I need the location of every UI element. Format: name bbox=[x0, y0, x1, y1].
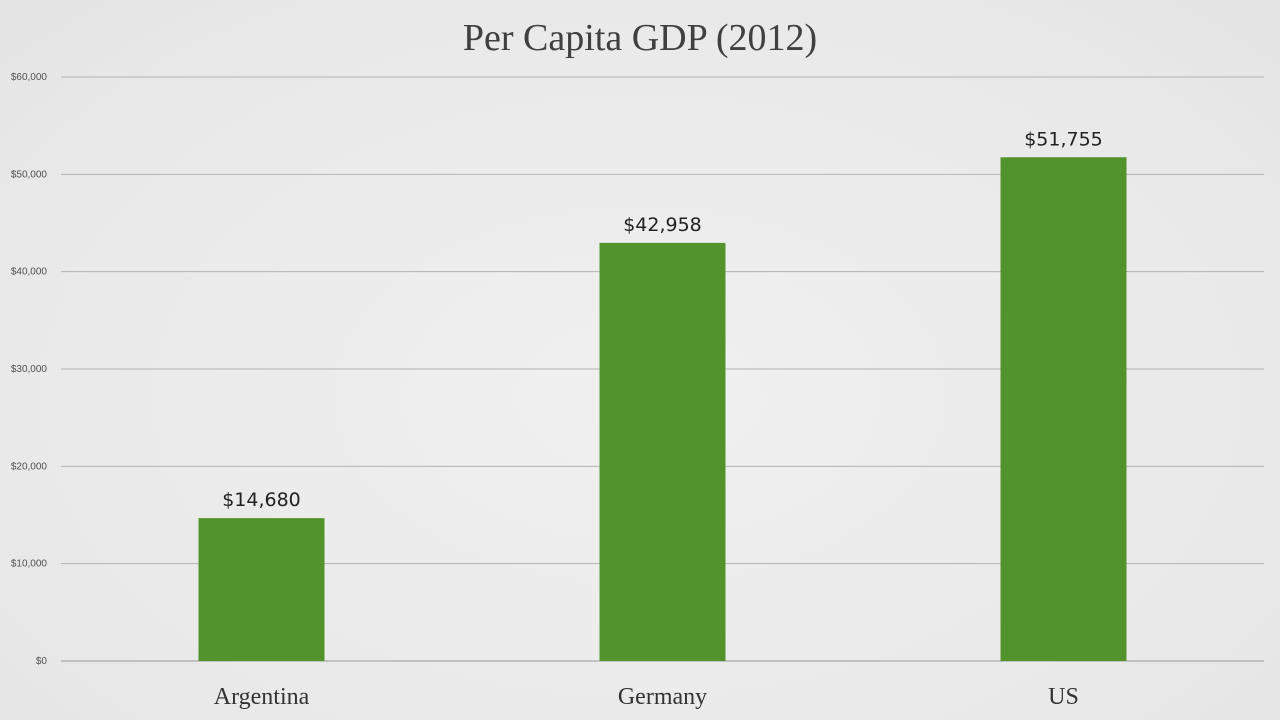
x-axis-categories: Argentina Germany US bbox=[214, 684, 1079, 710]
y-axis-ticks: $0 $10,000 $20,000 $30,000 $40,000 $50,000 $60… bbox=[11, 72, 48, 667]
y-tick-label: $60,000 bbox=[11, 72, 48, 83]
y-tick-label: $10,000 bbox=[11, 559, 48, 570]
bars bbox=[198, 157, 1127, 661]
y-tick-label: $0 bbox=[36, 656, 48, 667]
y-tick-label: $40,000 bbox=[11, 267, 48, 278]
y-tick-label: $30,000 bbox=[11, 364, 48, 375]
chart-title: Per Capita GDP (2012) bbox=[463, 17, 817, 59]
y-tick-label: $50,000 bbox=[11, 169, 48, 180]
category-label: US bbox=[1048, 684, 1079, 710]
data-label: $14,680 bbox=[222, 489, 301, 511]
bar-us bbox=[1000, 157, 1127, 661]
bar-argentina bbox=[198, 518, 325, 661]
category-label: Argentina bbox=[214, 684, 310, 710]
data-labels: $14,680 $42,958 $51,755 bbox=[222, 128, 1103, 511]
category-label: Germany bbox=[618, 684, 707, 710]
data-label: $51,755 bbox=[1024, 128, 1103, 150]
bar-germany bbox=[599, 242, 726, 661]
data-label: $42,958 bbox=[623, 214, 702, 236]
y-tick-label: $20,000 bbox=[11, 461, 48, 472]
